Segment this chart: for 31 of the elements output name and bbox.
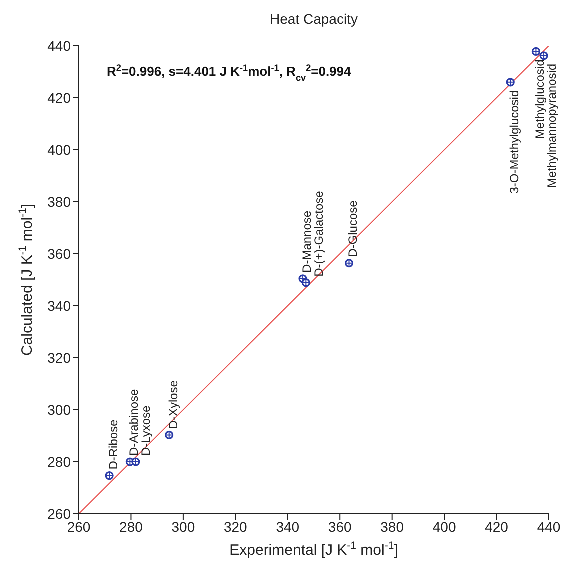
x-tick-label: 380 [380,518,404,535]
annotation: D-Mannose [300,210,314,273]
x-tick-label: 320 [224,518,248,535]
annotation: D-Arabinose [127,388,142,456]
annotation: D-Ribose [106,419,121,470]
x-tick-label: 440 [537,518,561,535]
y-tick-label: 300 [48,402,72,418]
x-tick-label: 420 [485,518,509,535]
x-axis-title: Experimental [J K$^{-1}$ mol$^{-1}$] [230,540,398,559]
annotation: D-(+)-Galactose [312,190,326,277]
x-tick-label: 300 [172,518,196,535]
y-tick-label: 440 [48,38,72,54]
x-tick-label: 340 [276,518,300,535]
annotation: D-Xylose [166,380,180,430]
y-tick-label: 380 [48,194,72,210]
annotation: Methylglucosid [533,60,548,140]
x-tick-label: 360 [328,518,352,535]
y-tick-label: 400 [48,142,72,158]
annotation: 3-O-Methylglucosid [508,90,522,194]
text: R$^{2}$=0.996, s=4.401 J K$^{-1}$mol$^{-1}$, R$_{cv}$$^{2}$=0.994 [107,63,352,83]
y-tick-label: 340 [48,298,72,314]
chart-title: Heat Capacity [270,11,358,27]
annotation: D-Glucose [346,200,360,258]
y-tick-label: 280 [48,454,72,470]
x-tick-label: 400 [432,518,456,535]
x-tick-label: 280 [120,518,144,535]
annotation: D-Lyxose [139,405,154,456]
y-tick-label: 320 [48,350,72,366]
y-tick-label: 420 [48,90,72,106]
annotation: Methylmannopyranosid [545,64,560,188]
y-tick-label: 360 [48,246,72,262]
